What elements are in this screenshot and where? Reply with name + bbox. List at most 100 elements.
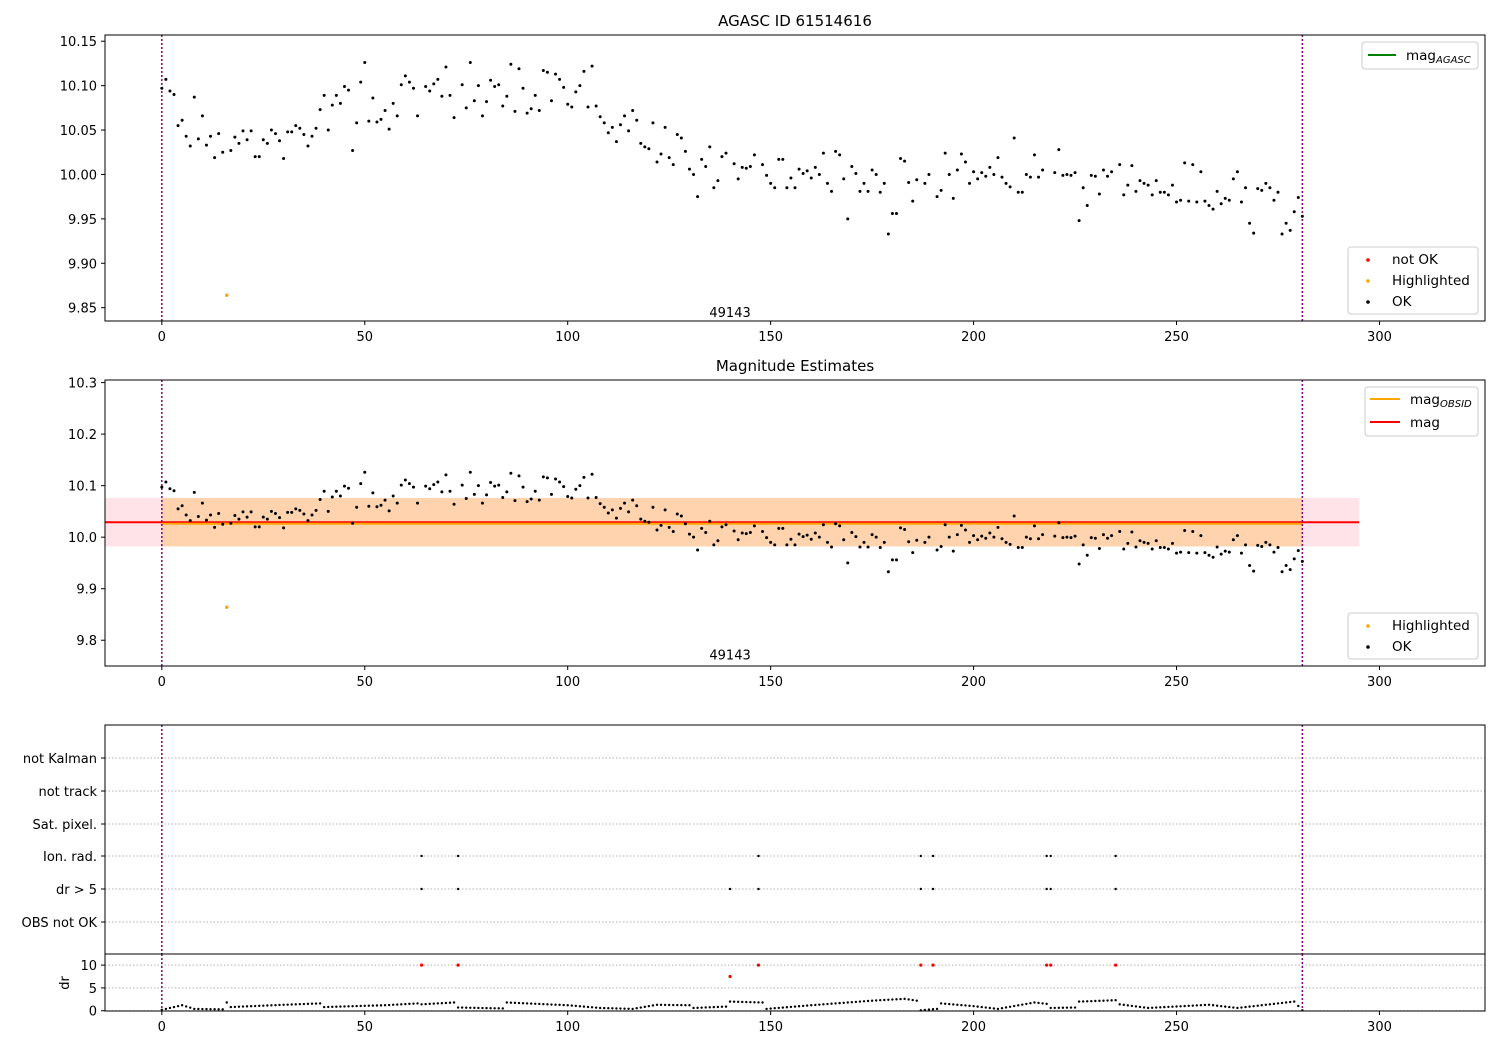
ok-point xyxy=(696,548,700,552)
ok-point xyxy=(306,519,310,523)
ok-point xyxy=(724,151,728,155)
ok-point xyxy=(846,217,850,221)
ok-point xyxy=(785,543,789,547)
dr-point xyxy=(1171,1005,1174,1008)
ok-point xyxy=(286,130,290,134)
ok-point xyxy=(830,189,834,193)
ok-point xyxy=(1183,161,1187,165)
dr-point xyxy=(810,1004,813,1007)
dr-point xyxy=(400,1003,403,1006)
ok-point xyxy=(647,147,651,151)
dr-point xyxy=(663,1003,667,1007)
ok-point xyxy=(1162,190,1166,194)
ok-point xyxy=(424,85,428,89)
dr-point xyxy=(298,1002,302,1006)
ok-point xyxy=(655,528,659,532)
dr-point xyxy=(1268,1003,1272,1006)
ok-point xyxy=(765,536,769,540)
ok-point xyxy=(704,531,708,535)
ok-point xyxy=(578,84,582,88)
ok-point xyxy=(192,95,196,99)
ok-point xyxy=(1231,177,1235,181)
ok-point xyxy=(598,115,602,119)
ok-point xyxy=(298,508,302,512)
ok-point xyxy=(513,109,517,113)
dr-point xyxy=(513,1001,517,1005)
ok-point xyxy=(647,520,651,524)
ok-point xyxy=(1276,190,1280,194)
dr-point xyxy=(1017,1004,1020,1007)
y-tick-label: 10.3 xyxy=(68,377,97,392)
ok-point xyxy=(1288,568,1292,572)
ok-point xyxy=(785,186,789,190)
ok-point xyxy=(708,519,712,523)
highlighted-point xyxy=(225,293,229,297)
ok-point xyxy=(1130,530,1134,534)
dr-point xyxy=(371,1004,375,1007)
ok-point xyxy=(1280,232,1284,236)
ok-point xyxy=(996,525,1000,529)
ok-point xyxy=(1292,210,1296,214)
x-tick-label: 150 xyxy=(758,675,783,690)
dr-point xyxy=(180,1004,184,1007)
ok-point xyxy=(927,172,931,176)
ok-point xyxy=(545,70,549,74)
ok-point xyxy=(1235,534,1239,538)
ok-point xyxy=(533,489,537,493)
ok-point xyxy=(379,117,383,121)
ok-point xyxy=(659,152,663,156)
dr-point xyxy=(838,1001,841,1005)
ok-point xyxy=(562,85,566,89)
ok-point xyxy=(493,85,497,89)
ok-point xyxy=(1024,172,1028,176)
flag-label: Sat. pixel. xyxy=(33,818,97,833)
dr-outlier-point xyxy=(931,963,935,967)
ok-point xyxy=(679,514,683,518)
ok-point xyxy=(403,478,407,482)
dr-point xyxy=(1167,1005,1170,1009)
ok-point xyxy=(716,539,720,543)
dr-point xyxy=(359,1004,362,1008)
ok-point xyxy=(1284,221,1288,225)
dr-point xyxy=(659,1003,663,1007)
ok-point xyxy=(1227,198,1231,202)
ok-point xyxy=(1150,547,1154,551)
dr-point xyxy=(1203,1003,1207,1007)
ok-point xyxy=(606,511,610,515)
ok-point xyxy=(1101,168,1105,172)
ok-point xyxy=(347,88,351,92)
ok-point xyxy=(854,172,858,176)
ok-point xyxy=(217,132,221,136)
dr-point xyxy=(1155,1006,1158,1009)
ok-point xyxy=(980,171,984,175)
dr-outlier-point xyxy=(728,974,732,979)
dr-point xyxy=(550,1003,553,1006)
dr-panel-frame xyxy=(104,953,1486,1012)
dr-point xyxy=(667,1003,671,1007)
ok-point xyxy=(761,530,765,534)
dr-point xyxy=(708,1006,711,1009)
ok-point xyxy=(517,67,521,71)
ok-point xyxy=(1126,183,1130,187)
ok-point xyxy=(667,156,671,160)
ok-point xyxy=(570,105,574,109)
flag-point xyxy=(919,887,923,891)
y-tick-label: 9.90 xyxy=(68,257,97,272)
ok-point xyxy=(643,145,647,149)
dr-point xyxy=(538,1002,541,1006)
ok-point xyxy=(805,169,809,173)
ok-point xyxy=(748,164,752,168)
ok-point xyxy=(485,493,489,497)
ok-point xyxy=(943,523,947,527)
dr-point xyxy=(818,1003,821,1006)
ok-point xyxy=(1093,536,1097,540)
ok-point xyxy=(375,505,379,509)
dr-point xyxy=(542,1002,545,1006)
dr-point xyxy=(424,1002,427,1006)
dr-point xyxy=(322,1005,326,1009)
ok-point xyxy=(525,111,529,115)
ok-point xyxy=(1195,551,1199,555)
dr-point xyxy=(477,1006,480,1010)
dr-point xyxy=(1081,1000,1085,1003)
ok-point xyxy=(371,491,375,495)
